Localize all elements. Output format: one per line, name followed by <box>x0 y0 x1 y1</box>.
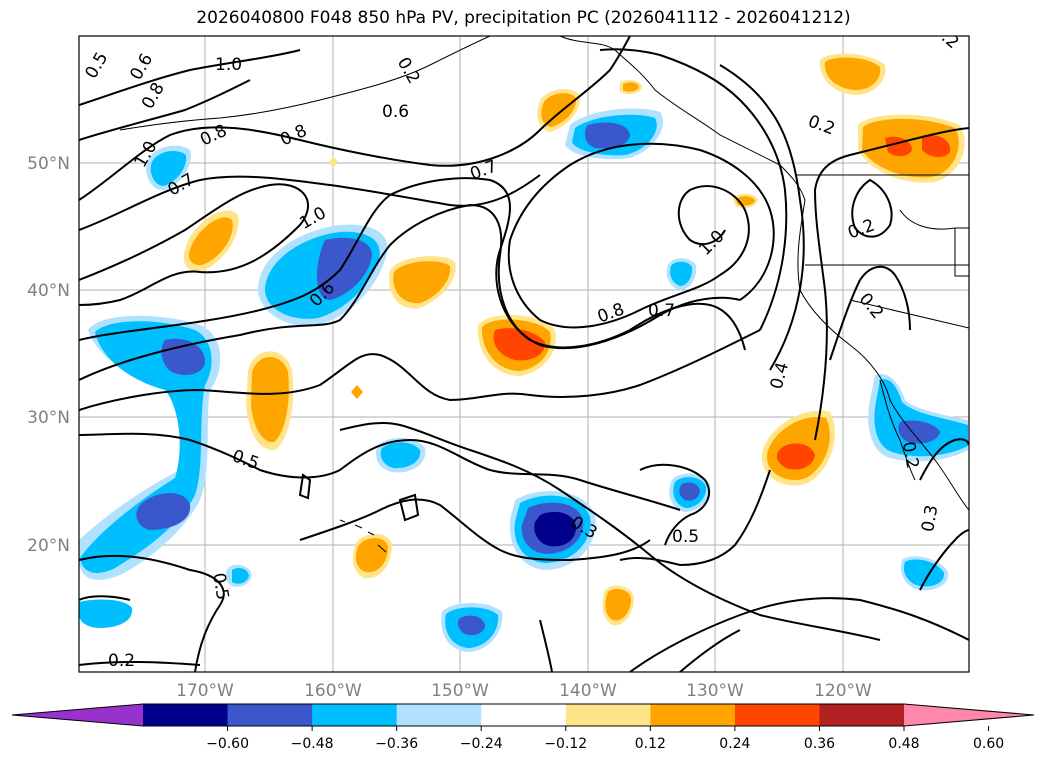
colorbar-segment <box>565 704 651 726</box>
colorbar-tick-label: 0.12 <box>635 736 666 752</box>
contour-label: 0.5 <box>672 527 699 547</box>
colorbar: −0.60 −0.48 −0.36 −0.24 −0.12 0.12 0.24 0.36 0.4… <box>11 703 1035 752</box>
map-frame <box>78 35 970 673</box>
contour-label: 0.2 <box>898 440 922 470</box>
map-title: 2026040800 F048 850 hPa PV, precipitatio… <box>196 8 851 28</box>
contour-label: 0.7 <box>648 301 675 321</box>
contour-label: 0.5 <box>208 571 232 601</box>
contour-label: 1.0 <box>215 55 242 75</box>
colorbar-tick-label: −0.24 <box>460 736 503 752</box>
longitude-labels: 170°W 160°W 150°W 140°W 130°W 120°W <box>176 681 872 701</box>
colorbar-segment <box>143 704 229 726</box>
negative-anomalies <box>79 108 968 652</box>
lat-tick-50: 50°N <box>27 154 70 174</box>
hawaii-islands <box>339 519 387 553</box>
colorbar-extend-high <box>904 704 1034 726</box>
colorbar-tick-label: 0.24 <box>719 736 750 752</box>
colorbar-outline <box>11 703 1035 727</box>
map-content: 0.5 0.6 1.0 0.8 1.0 0.7 0.8 0.6 0.8 1.0 … <box>79 36 969 672</box>
colorbar-tick-label: −0.48 <box>291 736 334 752</box>
lon-tick-130w: 130°W <box>686 681 744 701</box>
lat-tick-40: 40°N <box>27 281 70 301</box>
colorbar-segment <box>650 704 736 726</box>
colorbar-segment <box>396 704 482 726</box>
lon-tick-120w: 120°W <box>814 681 872 701</box>
pv-contours <box>79 36 969 672</box>
colorbar-segment <box>481 704 567 726</box>
colorbar-segment <box>312 704 398 726</box>
colorbar-segment <box>819 704 905 726</box>
colorbar-tick-label: −0.36 <box>375 736 418 752</box>
colorbar-tick-label: −0.12 <box>544 736 587 752</box>
lat-tick-20: 20°N <box>27 536 70 556</box>
lat-tick-30: 30°N <box>27 408 70 428</box>
lon-tick-170w: 170°W <box>176 681 234 701</box>
colorbar-tick-label: −0.60 <box>206 736 249 752</box>
contour-label: 0.2 <box>108 651 135 671</box>
lon-tick-150w: 150°W <box>431 681 489 701</box>
colorbar-segment <box>227 704 313 726</box>
colorbar-tick-label: 0.36 <box>804 736 835 752</box>
lon-tick-160w: 160°W <box>304 681 362 701</box>
colorbar-segment <box>734 704 820 726</box>
colorbar-extend-low <box>12 704 143 726</box>
contour-labels: 0.5 0.6 1.0 0.8 1.0 0.7 0.8 0.6 0.8 1.0 … <box>82 36 963 671</box>
contour-label: 0.3 <box>918 503 942 533</box>
contour-label: 0.6 <box>382 102 409 122</box>
latitude-labels: 20°N 30°N 40°N 50°N <box>27 154 70 556</box>
colorbar-tick-label: 0.60 <box>973 736 1004 752</box>
lon-tick-140w: 140°W <box>559 681 617 701</box>
colorbar-tick-label: 0.48 <box>888 736 919 752</box>
